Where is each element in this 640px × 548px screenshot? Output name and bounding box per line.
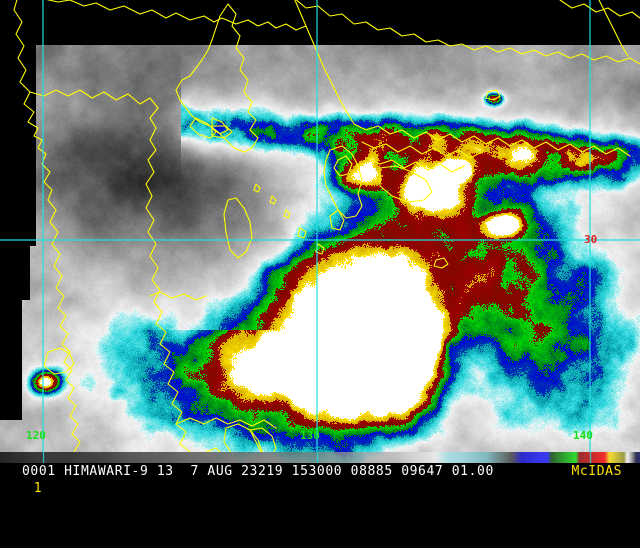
grid-label-lon-120: 120 bbox=[26, 429, 46, 442]
status-lead-digit: 1 bbox=[33, 481, 43, 496]
mcidas-brand-label: McIDAS bbox=[571, 464, 622, 479]
status-bar: 1 0001 HIMAWARI-9 13 7 AUG 23219 153000 … bbox=[0, 463, 640, 496]
satellite-image-panel[interactable]: 30 120 130 140 bbox=[0, 0, 640, 463]
satellite-image-canvas[interactable] bbox=[0, 0, 640, 463]
enhancement-colorbar bbox=[0, 452, 640, 463]
status-text: 0001 HIMAWARI-9 13 7 AUG 23219 153000 08… bbox=[22, 464, 494, 479]
mcidas-image-window: 30 120 130 140 1 0001 HIMAWARI-9 13 7 AU… bbox=[0, 0, 640, 496]
grid-label-lon-130: 130 bbox=[300, 429, 320, 442]
grid-label-lat-30: 30 bbox=[584, 233, 598, 246]
grid-label-lon-140: 140 bbox=[573, 429, 593, 442]
